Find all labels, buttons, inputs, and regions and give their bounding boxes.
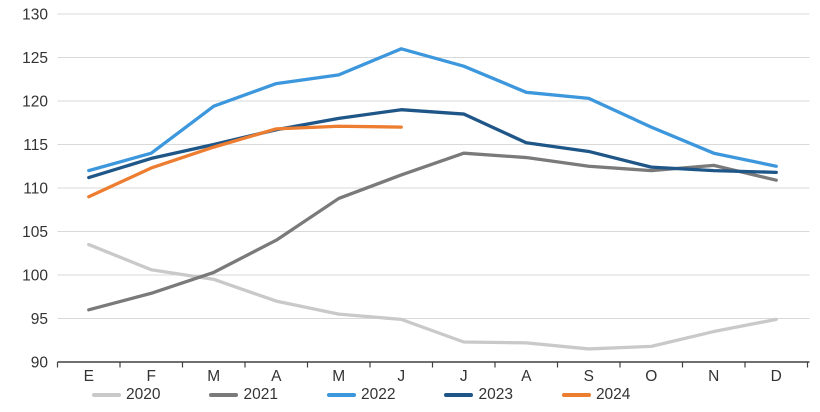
y-axis-label: 90: [31, 355, 49, 372]
legend-item-2020[interactable]: 2020: [92, 386, 160, 404]
legend-swatch-2022: [326, 393, 356, 397]
legend-item-2023[interactable]: 2023: [444, 386, 513, 404]
x-axis-label: J: [397, 368, 405, 385]
legend-swatch-2021: [209, 393, 239, 397]
legend-swatch-2024: [561, 393, 591, 397]
series-line-2023: [87, 108, 778, 180]
legend-item-2021[interactable]: 2021: [209, 386, 278, 404]
y-axis-label: 105: [22, 224, 48, 241]
x-axis-label: M: [207, 368, 220, 385]
legend-label: 2023: [478, 386, 513, 403]
legend-swatch-2020: [92, 393, 121, 397]
x-axis-label: N: [708, 368, 719, 385]
y-axis-label: 120: [22, 94, 48, 111]
legend-item-2022[interactable]: 2022: [326, 386, 396, 404]
x-axis-label: S: [584, 368, 594, 385]
y-axis-label: 130: [22, 7, 48, 24]
series-line-2024: [87, 124, 403, 199]
series-line-2020: [87, 242, 778, 351]
legend-swatch-2023: [444, 393, 474, 397]
x-axis-label: A: [521, 368, 532, 385]
y-axis-label: 125: [22, 50, 48, 67]
legend-label: 2024: [595, 386, 631, 403]
legend-item-2024[interactable]: 2024: [561, 386, 631, 404]
x-axis-label: O: [645, 368, 657, 385]
legend-label: 2020: [126, 386, 161, 403]
x-axis-label: F: [147, 368, 156, 385]
series-line-2022: [87, 47, 778, 173]
y-axis-label: 110: [23, 181, 48, 198]
legend: 2020 2021 2022 2023 2024: [92, 385, 630, 405]
x-axis-label: E: [84, 368, 94, 385]
x-axis-label: A: [271, 368, 282, 385]
y-axis-label: 95: [31, 311, 48, 328]
legend-label: 2021: [243, 386, 278, 403]
y-axis-label: 100: [22, 268, 48, 285]
y-axis-label: 115: [23, 137, 48, 154]
x-axis-label: J: [460, 368, 468, 385]
x-axis-label: D: [771, 368, 782, 385]
legend-label: 2022: [360, 386, 396, 403]
x-axis-label: M: [332, 368, 345, 385]
series-line-2021: [87, 151, 778, 312]
